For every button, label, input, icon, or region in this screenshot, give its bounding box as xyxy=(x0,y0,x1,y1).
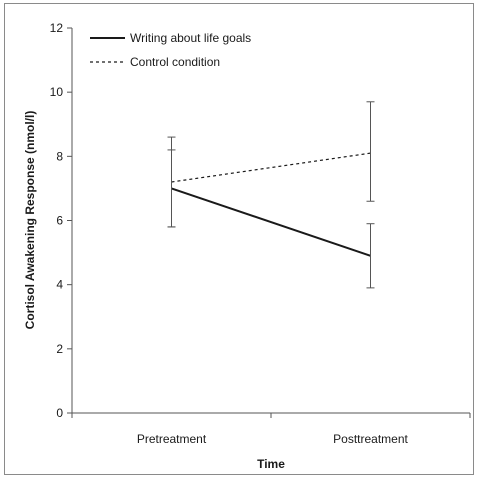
y-tick-label: 6 xyxy=(56,214,63,228)
y-tick-label: 12 xyxy=(50,21,64,35)
legend: Writing about life goals Control conditi… xyxy=(90,31,251,69)
y-tick-label: 0 xyxy=(56,406,63,420)
error-bar xyxy=(366,101,375,202)
y-tick-label: 8 xyxy=(56,149,63,163)
x-axis-title: Time xyxy=(257,457,285,471)
y-axis-ticks: 0 2 4 6 8 10 12 xyxy=(50,21,72,420)
legend-label-writing: Writing about life goals xyxy=(130,31,251,45)
y-tick-label: 4 xyxy=(56,278,63,292)
x-tick-label: Pretreatment xyxy=(137,432,207,446)
y-axis-title: Cortisol Awakening Response (nmol/l) xyxy=(23,111,37,330)
series-line-1 xyxy=(171,152,371,183)
error-bar xyxy=(366,223,375,289)
series-line-0 xyxy=(171,187,371,257)
error-bar xyxy=(167,136,176,228)
chart-frame xyxy=(4,3,474,475)
y-tick-label: 2 xyxy=(56,342,63,356)
y-tick-label: 10 xyxy=(50,85,64,99)
legend-label-control: Control condition xyxy=(130,55,220,69)
x-tick-label: Posttreatment xyxy=(333,432,408,446)
x-axis-ticks: Pretreatment Posttreatment xyxy=(71,413,471,446)
series-layer xyxy=(167,101,375,289)
